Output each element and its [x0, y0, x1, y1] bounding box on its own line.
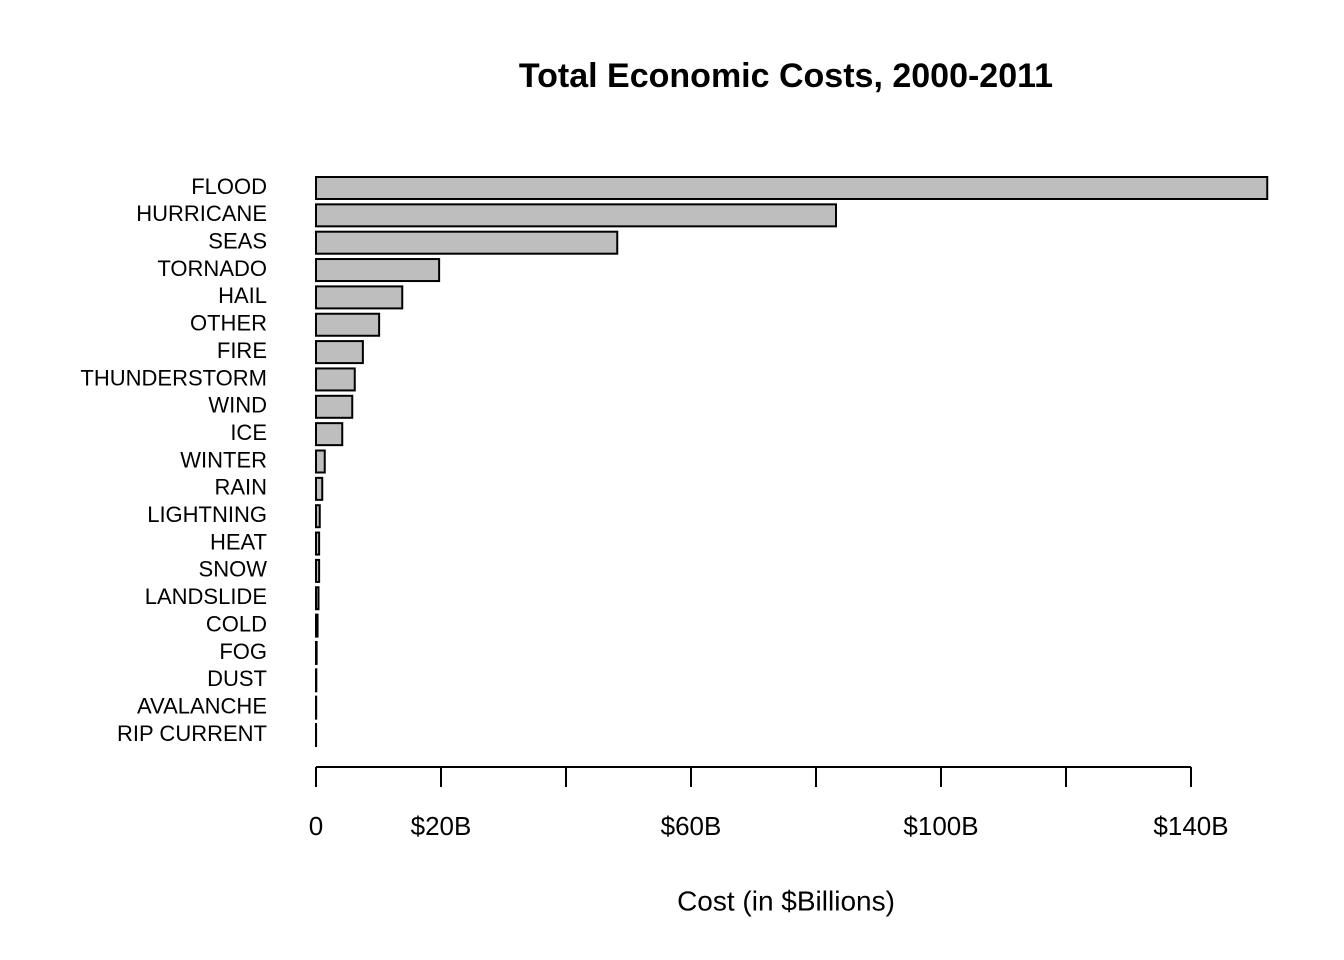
y-tick-label: ICE [230, 420, 267, 445]
y-tick-label: HEAT [210, 529, 267, 554]
bar [315, 586, 320, 611]
y-tick-label: DUST [207, 666, 267, 691]
bar [315, 340, 364, 365]
y-tick-label: COLD [206, 611, 267, 636]
chart-title: Total Economic Costs, 2000-2011 [519, 57, 1053, 95]
x-tick-label: 0 [309, 811, 323, 841]
y-tick-label: TORNADO [157, 256, 267, 281]
y-tick-label: FLOOD [191, 174, 267, 199]
y-tick-label: FOG [219, 639, 267, 664]
y-tick-label: LIGHTNING [147, 502, 267, 527]
bar [315, 312, 381, 337]
y-tick-label: SNOW [199, 557, 268, 582]
y-tick-label: LANDSLIDE [145, 584, 267, 609]
bar [315, 558, 321, 583]
bar [315, 285, 404, 310]
x-tick-label: $60B [661, 811, 722, 841]
x-tick-label: $100B [903, 811, 978, 841]
y-tick-label: HURRICANE [136, 201, 267, 226]
y-tick-label: AVALANCHE [137, 693, 267, 718]
bar [315, 367, 356, 392]
y-tick-label: FIRE [217, 338, 267, 363]
bar [315, 640, 318, 665]
bar [315, 476, 324, 501]
bar [315, 422, 344, 447]
bar [315, 258, 441, 283]
bar [315, 203, 837, 228]
x-tick-label: $20B [411, 811, 472, 841]
x-tick-label: $140B [1153, 811, 1228, 841]
bar [315, 613, 319, 638]
bar [315, 531, 321, 556]
bar [315, 394, 354, 419]
x-axis-title: Cost (in $Billions) [677, 885, 895, 916]
y-tick-label: HAIL [218, 283, 267, 308]
bar [315, 449, 326, 474]
y-tick-label: RIP CURRENT [117, 721, 267, 746]
bar [315, 176, 1269, 200]
y-tick-label: RAIN [214, 475, 267, 500]
bar [315, 230, 619, 255]
y-tick-label: THUNDERSTORM [80, 365, 267, 390]
y-tick-label: WIND [208, 393, 267, 418]
bar [315, 504, 321, 529]
y-tick-label: WINTER [180, 447, 267, 472]
y-tick-label: OTHER [190, 311, 267, 336]
y-tick-label: SEAS [208, 229, 267, 254]
